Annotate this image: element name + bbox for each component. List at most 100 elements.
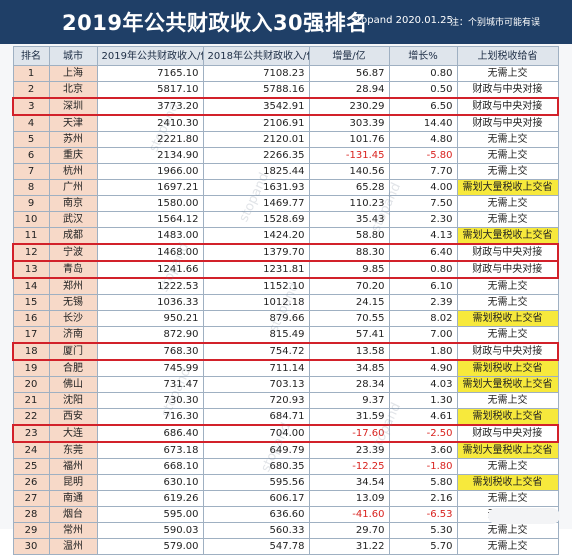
cell-city: 温州 — [48, 538, 98, 555]
cell-inc: 34.85 — [308, 359, 390, 377]
overlay-pill — [488, 508, 560, 524]
cell-growth: 2.16 — [388, 490, 458, 507]
cell-city: 大连 — [48, 424, 98, 443]
column-header: 城市 — [48, 46, 98, 66]
cell-growth: 2.30 — [388, 211, 458, 228]
cell-rev2018: 547.78 — [202, 538, 310, 555]
disclaimer-note: 注：个别城市可能有误 — [450, 18, 541, 28]
table-row: 7 杭州 1966.00 1825.44 140.56 7.70 无需上交 — [12, 163, 559, 180]
cell-rev2018: 1424.20 — [202, 227, 310, 245]
cell-rev2018: 1825.44 — [202, 163, 310, 180]
table-row: 23 大连 686.40 704.00 -17.60 -2.50 财政与中央对接 — [12, 424, 559, 443]
cell-remit: 无需上交 — [456, 458, 559, 475]
cell-growth: 0.80 — [388, 260, 458, 279]
table-row: 19 合肥 745.99 711.14 34.85 4.90 需划税收上交省 — [12, 359, 559, 377]
cell-city: 福州 — [48, 458, 98, 475]
cell-rev2018: 680.35 — [202, 458, 310, 475]
cell-city: 宁波 — [48, 243, 98, 262]
table-row: 13 青岛 1241.66 1231.81 9.85 0.80 财政与中央对接 — [12, 260, 559, 279]
cell-rev2018: 879.66 — [202, 310, 310, 327]
cell-rev2019: 595.00 — [96, 506, 204, 523]
cell-remit: 财政与中央对接 — [456, 81, 559, 99]
cell-rank: 5 — [12, 131, 50, 148]
cell-rank: 10 — [12, 211, 50, 228]
cell-remit: 无需上交 — [456, 538, 559, 555]
cell-rev2019: 1241.66 — [96, 260, 204, 279]
cell-city: 东莞 — [48, 441, 98, 459]
cell-rev2019: 1564.12 — [96, 211, 204, 228]
cell-rank: 28 — [12, 506, 50, 523]
cell-remit: 无需上交 — [456, 522, 559, 539]
cell-rev2018: 2106.91 — [202, 114, 310, 132]
cell-rev2019: 1966.00 — [96, 163, 204, 180]
table-row: 21 沈阳 730.30 720.93 9.37 1.30 无需上交 — [12, 392, 559, 409]
cell-inc: 35.43 — [308, 211, 390, 228]
cell-city: 佛山 — [48, 376, 98, 393]
cell-rev2019: 1468.00 — [96, 243, 204, 262]
cell-growth: 0.50 — [388, 81, 458, 99]
cell-city: 南京 — [48, 195, 98, 212]
cell-rev2019: 668.10 — [96, 458, 204, 475]
cell-inc: 13.09 — [308, 490, 390, 507]
cell-inc: 28.34 — [308, 376, 390, 393]
cell-inc: 303.39 — [308, 114, 390, 132]
cell-growth: 8.02 — [388, 310, 458, 327]
cell-growth: 7.70 — [388, 163, 458, 180]
cell-remit: 无需上交 — [456, 277, 559, 295]
cell-city: 广州 — [48, 179, 98, 196]
cell-city: 北京 — [48, 81, 98, 99]
cell-rev2018: 636.60 — [202, 506, 310, 523]
cell-rank: 6 — [12, 147, 50, 164]
cell-growth: 6.40 — [388, 243, 458, 262]
cell-city: 杭州 — [48, 163, 98, 180]
cell-rank: 12 — [12, 243, 50, 262]
cell-rank: 25 — [12, 458, 50, 475]
cell-rank: 22 — [12, 408, 50, 426]
cell-rev2019: 1483.00 — [96, 227, 204, 245]
cell-inc: 34.54 — [308, 474, 390, 491]
table-row: 11 成都 1483.00 1424.20 58.80 4.13 需划大量税收上交省 — [12, 227, 559, 245]
cell-rev2019: 950.21 — [96, 310, 204, 327]
cell-rev2018: 595.56 — [202, 474, 310, 491]
cell-remit: 需划大量税收上交省 — [456, 441, 559, 459]
cell-city: 深圳 — [48, 97, 98, 116]
table-row: 1 上海 7165.10 7108.23 56.87 0.80 无需上交 — [12, 65, 559, 82]
cell-rev2019: 768.30 — [96, 342, 204, 361]
cell-rev2018: 711.14 — [202, 359, 310, 377]
cell-inc: 31.22 — [308, 538, 390, 555]
cell-rev2018: 754.72 — [202, 342, 310, 361]
cell-rev2019: 630.10 — [96, 474, 204, 491]
page-title: 2019年公共财政收入30强排名 — [62, 11, 368, 35]
cell-growth: 4.90 — [388, 359, 458, 377]
column-header: 上划税收给省 — [456, 46, 559, 66]
cell-city: 天津 — [48, 114, 98, 132]
cell-growth: 4.13 — [388, 227, 458, 245]
column-header: 增量/亿 — [308, 46, 390, 66]
cell-city: 济南 — [48, 326, 98, 344]
table-row: 9 南京 1580.00 1469.77 110.23 7.50 无需上交 — [12, 195, 559, 212]
cell-remit: 财政与中央对接 — [456, 424, 559, 443]
cell-city: 上海 — [48, 65, 98, 82]
cell-remit: 需划税收上交省 — [456, 359, 559, 377]
cell-inc: 13.58 — [308, 342, 390, 361]
cell-rev2018: 720.93 — [202, 392, 310, 409]
column-header: 2018年公共财政收入/亿 — [202, 46, 310, 66]
cell-rev2019: 1222.53 — [96, 277, 204, 295]
cell-growth: 0.80 — [388, 65, 458, 82]
cell-inc: -131.45 — [308, 147, 390, 164]
title-banner: 2019年公共财政收入30强排名 stopand 2020.01.25 注：个别… — [0, 0, 572, 44]
cell-rev2019: 2410.30 — [96, 114, 204, 132]
cell-inc: 28.94 — [308, 81, 390, 99]
cell-remit: 财政与中央对接 — [456, 342, 559, 361]
cell-rank: 4 — [12, 114, 50, 132]
cell-growth: 7.00 — [388, 326, 458, 344]
cell-rank: 2 — [12, 81, 50, 99]
cell-city: 长沙 — [48, 310, 98, 327]
table-row: 6 重庆 2134.90 2266.35 -131.45 -5.80 无需上交 — [12, 147, 559, 164]
cell-growth: 5.70 — [388, 538, 458, 555]
cell-rank: 16 — [12, 310, 50, 327]
cell-rev2019: 3773.20 — [96, 97, 204, 116]
cell-growth: -6.53 — [388, 506, 458, 523]
